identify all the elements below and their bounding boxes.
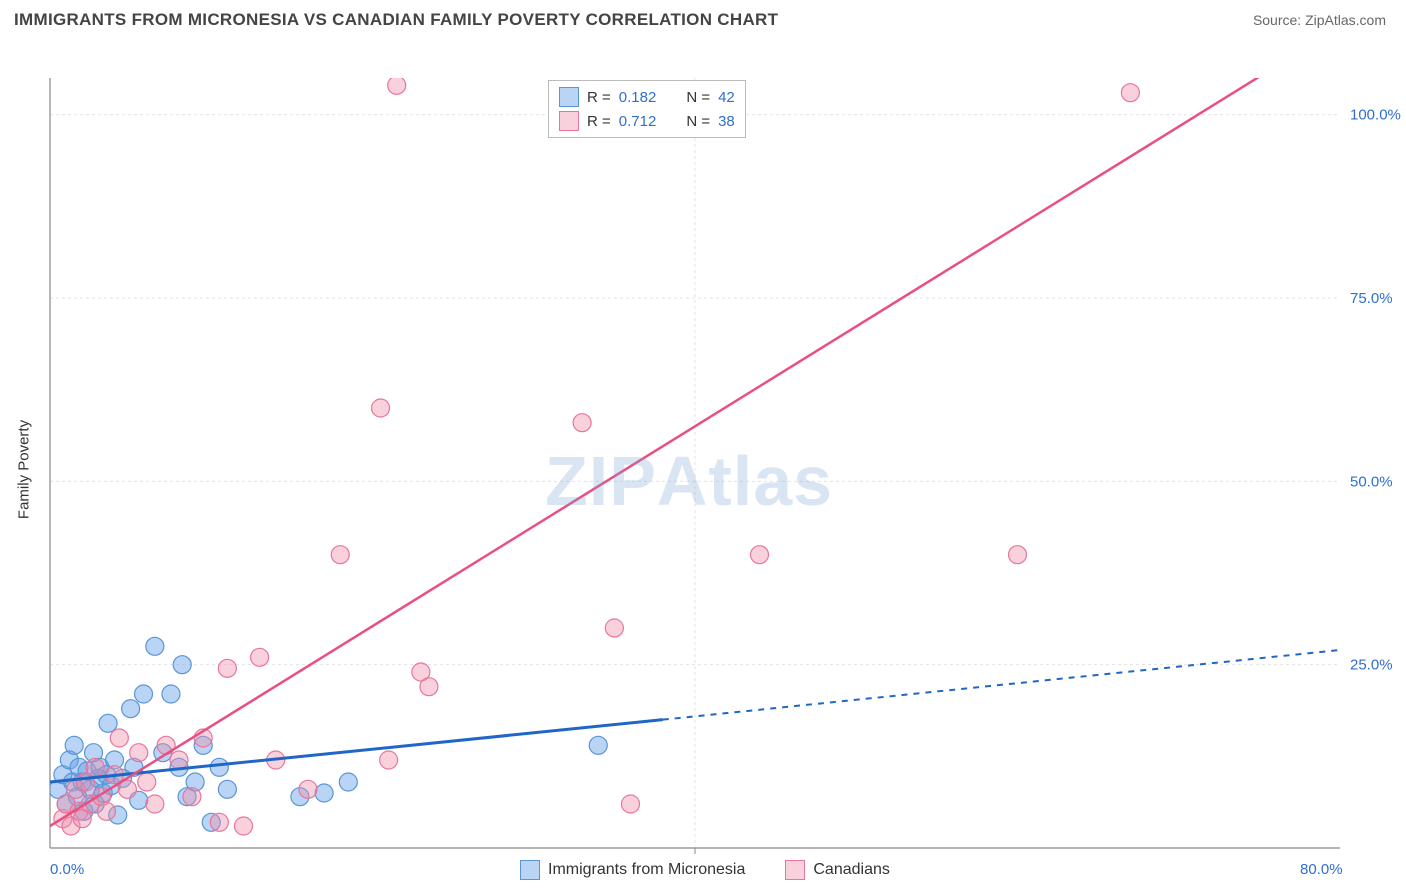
data-point-pink [146, 795, 164, 813]
legend-swatch [559, 87, 579, 107]
data-point-pink [388, 76, 406, 94]
data-point-pink [170, 751, 188, 769]
data-point-pink [210, 813, 228, 831]
data-point-blue [339, 773, 357, 791]
x-tick-label: 80.0% [1300, 861, 1343, 878]
data-point-pink [97, 802, 115, 820]
chart-title: IMMIGRANTS FROM MICRONESIA VS CANADIAN F… [14, 10, 778, 30]
data-point-pink [372, 399, 390, 417]
data-point-pink [130, 744, 148, 762]
data-point-blue [146, 637, 164, 655]
data-point-pink [420, 678, 438, 696]
legend-n-value: 42 [718, 89, 735, 106]
regression-line-blue-extrapolated [663, 650, 1340, 720]
y-tick-label: 75.0% [1350, 290, 1393, 307]
legend-n-label: N = [686, 113, 710, 130]
data-point-pink [605, 619, 623, 637]
legend-label: Canadians [813, 861, 890, 878]
data-point-blue [315, 784, 333, 802]
x-tick-label: 0.0% [50, 861, 84, 878]
legend-row: R = 0.712 N = 38 [559, 109, 735, 133]
scatter-chart: 25.0% 50.0% 75.0% 100.0% 0.0% 80.0% [0, 36, 1406, 886]
y-tick-label: 25.0% [1350, 657, 1393, 674]
data-point-pink [380, 751, 398, 769]
source-prefix: Source: [1253, 12, 1305, 28]
y-axis-label: Family Poverty [16, 420, 33, 519]
source-attribution: Source: ZipAtlas.com [1253, 12, 1386, 28]
data-point-pink [1009, 546, 1027, 564]
data-point-pink [183, 788, 201, 806]
data-point-pink [235, 817, 253, 835]
data-point-blue [135, 685, 153, 703]
data-point-blue [99, 714, 117, 732]
legend-r-label: R = [587, 113, 611, 130]
legend-label: Immigrants from Micronesia [548, 861, 745, 878]
data-point-pink [251, 648, 269, 666]
y-tick-label: 100.0% [1350, 107, 1401, 124]
legend-swatch [559, 111, 579, 131]
data-point-blue [122, 700, 140, 718]
data-point-pink [86, 758, 104, 776]
data-point-pink [622, 795, 640, 813]
data-point-pink [110, 729, 128, 747]
data-point-blue [173, 656, 191, 674]
legend-r-value: 0.182 [619, 89, 657, 106]
series-legend: Immigrants from Micronesia Canadians [520, 860, 890, 880]
data-point-pink [138, 773, 156, 791]
chart-container: Family Poverty 25.0% 50.0% 75.0% 100.0% 0.0%… [0, 36, 1406, 886]
data-point-pink [573, 414, 591, 432]
data-point-pink [218, 659, 236, 677]
legend-swatch [785, 860, 805, 880]
legend-n-value: 38 [718, 113, 735, 130]
data-point-pink [751, 546, 769, 564]
data-point-pink [1121, 84, 1139, 102]
legend-n-label: N = [686, 89, 710, 106]
regression-line-pink [50, 36, 1340, 826]
legend-swatch [520, 860, 540, 880]
data-point-blue [589, 736, 607, 754]
correlation-legend: R = 0.182 N = 42 R = 0.712 N = 38 [548, 80, 746, 138]
legend-r-value: 0.712 [619, 113, 657, 130]
data-point-pink [157, 736, 175, 754]
data-point-blue [65, 736, 83, 754]
legend-item: Canadians [785, 860, 890, 880]
data-point-blue [218, 780, 236, 798]
data-point-blue [210, 758, 228, 776]
source-name: ZipAtlas.com [1305, 12, 1386, 28]
y-tick-label: 50.0% [1350, 473, 1393, 490]
legend-r-label: R = [587, 89, 611, 106]
legend-row: R = 0.182 N = 42 [559, 85, 735, 109]
chart-header: IMMIGRANTS FROM MICRONESIA VS CANADIAN F… [0, 0, 1406, 36]
data-point-pink [299, 780, 317, 798]
data-point-blue [162, 685, 180, 703]
data-point-pink [331, 546, 349, 564]
legend-item: Immigrants from Micronesia [520, 860, 745, 880]
